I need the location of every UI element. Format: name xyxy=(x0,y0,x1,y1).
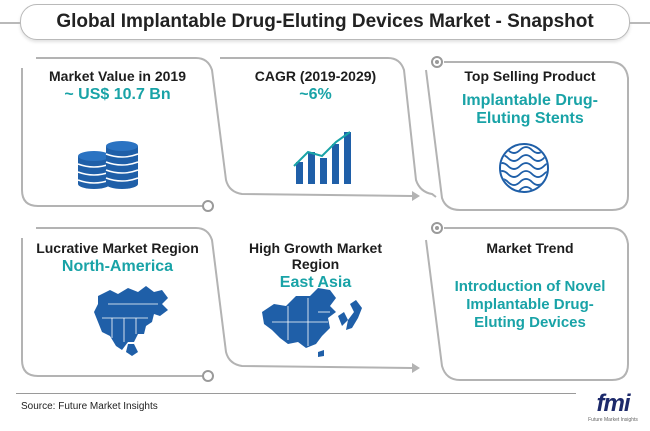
logo-tagline: Future Market Insights xyxy=(588,417,638,423)
top-product-label: Top Selling Product xyxy=(464,68,596,84)
market-trend-card: Market Trend Introduction of Novel Impla… xyxy=(440,240,620,332)
coin-stack-icon xyxy=(77,141,139,189)
logo-text: fmi xyxy=(596,390,631,417)
fmi-logo: fmi Future Market Insights xyxy=(586,392,640,428)
lucrative-region-value: North-America xyxy=(61,258,174,275)
north-america-map-icon xyxy=(94,286,168,356)
market-trend-value-line2: Implantable Drug- xyxy=(466,296,594,313)
top-product-value-line2: Eluting Stents xyxy=(476,110,584,127)
title-banner: Global Implantable Drug-Eluting Devices … xyxy=(0,4,650,42)
source-note: Source: Future Market Insights xyxy=(21,401,158,412)
lucrative-region-card: Lucrative Market Region North-America xyxy=(30,240,205,276)
top-product-card: Top Selling Product Implantable Drug- El… xyxy=(440,68,620,128)
market-value-card: Market Value in 2019 ~ US$ 10.7 Bn xyxy=(30,68,205,104)
card-outlines xyxy=(21,56,629,382)
top-product-value-line1: Implantable Drug- xyxy=(461,92,598,109)
growth-region-value: East Asia xyxy=(279,274,352,291)
market-value-value: ~ US$ 10.7 Bn xyxy=(64,86,171,103)
growth-region-card: High Growth Market Region East Asia xyxy=(228,240,403,292)
market-trend-value-line3: Eluting Devices xyxy=(474,314,586,331)
east-asia-map-icon xyxy=(262,288,362,357)
lucrative-region-label: Lucrative Market Region xyxy=(36,240,199,256)
market-trend-value-line1: Introduction of Novel xyxy=(454,278,606,295)
stent-icon xyxy=(499,143,549,193)
cagr-label: CAGR (2019-2029) xyxy=(254,68,377,84)
growth-region-label: High Growth Market Region xyxy=(248,240,382,272)
growth-chart-icon xyxy=(293,131,351,184)
page-title: Global Implantable Drug-Eluting Devices … xyxy=(0,4,650,40)
market-value-label: Market Value in 2019 xyxy=(49,68,186,84)
market-trend-label: Market Trend xyxy=(486,240,574,256)
cagr-value: ~6% xyxy=(299,86,332,103)
cagr-card: CAGR (2019-2029) ~6% xyxy=(228,68,403,104)
footer-divider xyxy=(16,393,576,394)
